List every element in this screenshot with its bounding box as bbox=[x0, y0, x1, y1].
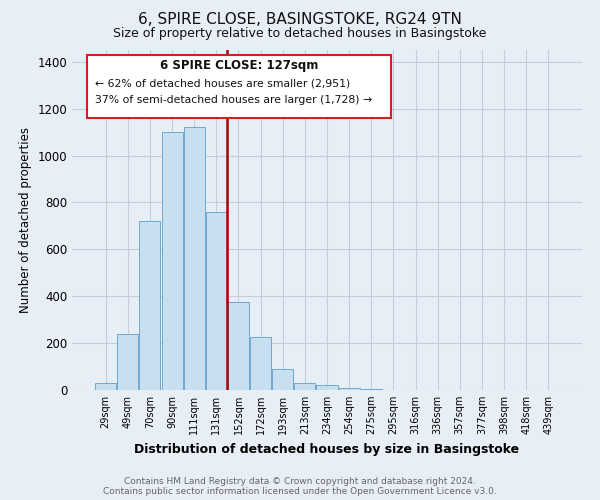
Bar bbox=[361, 389, 382, 390]
Text: 6, SPIRE CLOSE, BASINGSTOKE, RG24 9TN: 6, SPIRE CLOSE, BASINGSTOKE, RG24 9TN bbox=[138, 12, 462, 28]
Bar bbox=[118, 334, 139, 390]
Bar bbox=[228, 302, 249, 390]
Text: 6 SPIRE CLOSE: 127sqm: 6 SPIRE CLOSE: 127sqm bbox=[160, 59, 318, 72]
Text: ← 62% of detached houses are smaller (2,951): ← 62% of detached houses are smaller (2,… bbox=[95, 78, 350, 88]
Bar bbox=[184, 128, 205, 390]
FancyBboxPatch shape bbox=[88, 55, 391, 118]
Bar bbox=[206, 212, 227, 390]
Text: Contains public sector information licensed under the Open Government Licence v3: Contains public sector information licen… bbox=[103, 487, 497, 496]
Bar bbox=[316, 386, 338, 390]
Bar bbox=[295, 383, 316, 390]
Bar bbox=[95, 383, 116, 390]
Text: Size of property relative to detached houses in Basingstoke: Size of property relative to detached ho… bbox=[113, 28, 487, 40]
Bar bbox=[161, 132, 182, 390]
Bar bbox=[139, 221, 160, 390]
Text: Contains HM Land Registry data © Crown copyright and database right 2024.: Contains HM Land Registry data © Crown c… bbox=[124, 477, 476, 486]
Bar bbox=[250, 337, 271, 390]
Y-axis label: Number of detached properties: Number of detached properties bbox=[19, 127, 32, 313]
Bar bbox=[272, 369, 293, 390]
X-axis label: Distribution of detached houses by size in Basingstoke: Distribution of detached houses by size … bbox=[134, 442, 520, 456]
Text: 37% of semi-detached houses are larger (1,728) →: 37% of semi-detached houses are larger (… bbox=[95, 95, 372, 105]
Bar bbox=[338, 388, 359, 390]
